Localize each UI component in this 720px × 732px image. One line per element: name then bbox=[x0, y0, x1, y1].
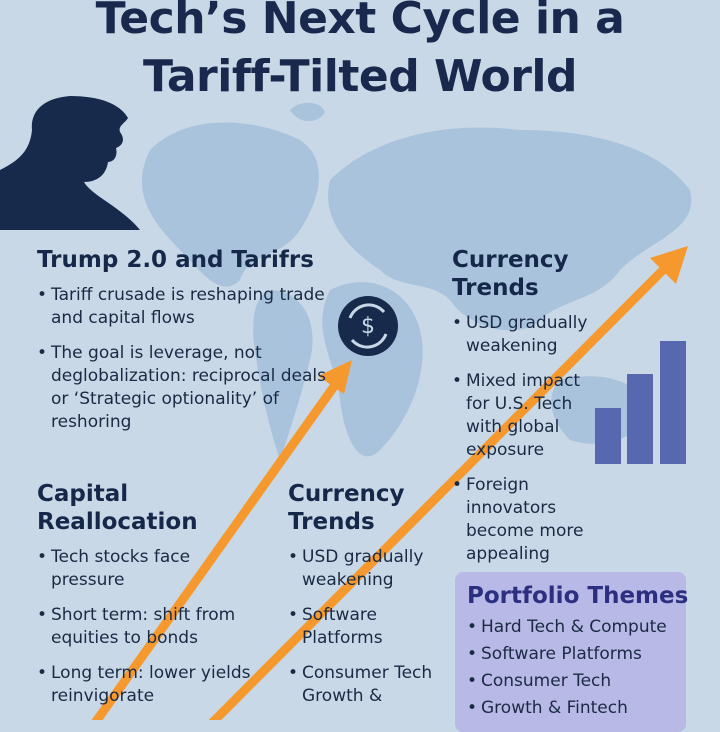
section: Currency Trends USD gradually weakening Mi… bbox=[452, 246, 602, 578]
section: Trump 2.0 and Tarifrs Tariff crusade is r… bbox=[37, 246, 327, 446]
bullet-list: Tech stocks face pressure Short term: shi… bbox=[37, 546, 257, 708]
title-line: Tech’s Next Cycle in a bbox=[95, 0, 625, 44]
bullet: USD gradually weakening bbox=[452, 312, 602, 358]
section: Capital Reallocation Tech stocks face pre… bbox=[37, 480, 257, 720]
arrow-heads bbox=[318, 246, 688, 394]
bullet: Long term: lower yields reinvigorate bbox=[37, 662, 257, 708]
currency-icon: $ bbox=[338, 296, 398, 356]
bullet: The goal is leverage, not deglobalizatio… bbox=[37, 342, 327, 434]
section-heading: Currency Trends bbox=[288, 481, 405, 535]
bullet-list: USD gradually weakening Mixed impact for … bbox=[452, 312, 602, 566]
section-heading: Trump 2.0 and Tarifrs bbox=[37, 247, 314, 273]
bullet: Software Platforms bbox=[288, 604, 448, 650]
bullet: Hard Tech & Compute bbox=[467, 616, 674, 639]
bullet: Consumer Tech Growth & bbox=[288, 662, 448, 708]
section-heading: Portfolio Themes bbox=[467, 583, 689, 609]
title-line: Tariff-Tilted World bbox=[143, 51, 577, 102]
svg-text:$: $ bbox=[361, 314, 375, 339]
bullet: Growth & Fintech bbox=[467, 697, 674, 720]
silhouette bbox=[0, 96, 140, 230]
bullet: Mixed impact for U.S. Tech with global e… bbox=[452, 370, 602, 462]
bullet: Consumer Tech bbox=[467, 670, 674, 693]
bullet-list: USD gradually weakening Software Platform… bbox=[288, 546, 448, 708]
section: Currency Trends USD gradually weakening So… bbox=[288, 480, 448, 720]
section-heading: Capital Reallocation bbox=[37, 481, 198, 535]
bullet-list: Hard Tech & Compute Software Platforms Con… bbox=[467, 616, 674, 720]
theme-box: Portfolio Themes Hard Tech & Compute Softw… bbox=[455, 572, 688, 732]
bullet: Tech stocks face pressure bbox=[37, 546, 257, 592]
bullet-list: Tariff crusade is reshaping trade and ca… bbox=[37, 284, 327, 434]
bullet: USD gradually weakening bbox=[288, 546, 448, 592]
section-heading: Currency Trends bbox=[452, 247, 569, 301]
bullet: Tariff crusade is reshaping trade and ca… bbox=[37, 284, 327, 330]
bullet: Foreign innovators become more appealing bbox=[452, 474, 602, 566]
bullet: Software Platforms bbox=[467, 643, 674, 666]
bullet: Short term: shift from equities to bonds bbox=[37, 604, 257, 650]
